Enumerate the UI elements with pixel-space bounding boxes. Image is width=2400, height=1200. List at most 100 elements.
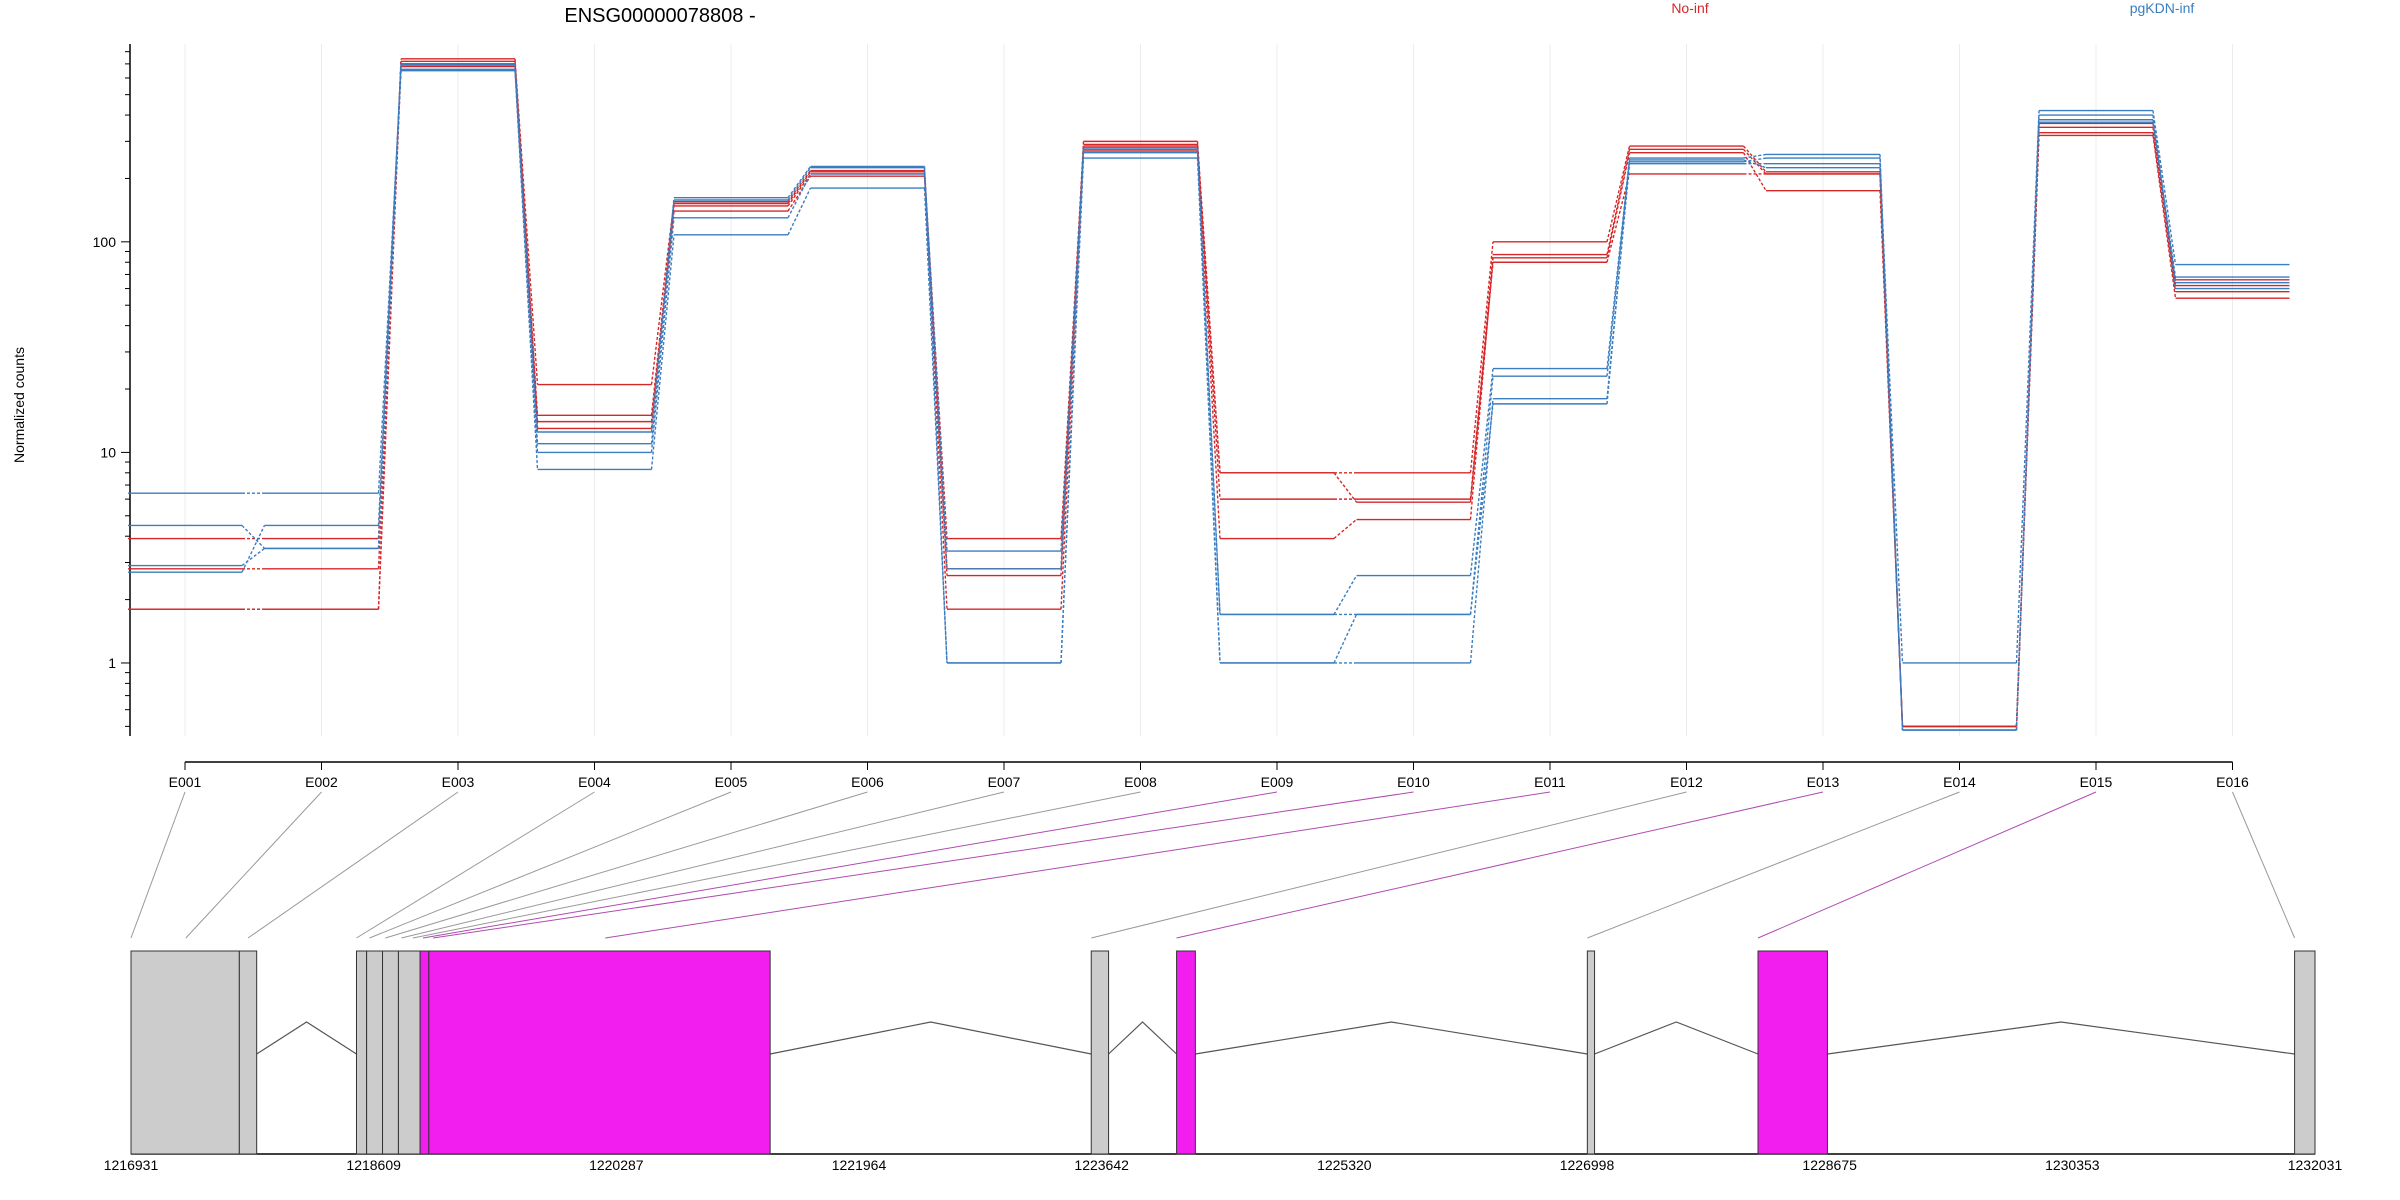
axes-layer: 1 10 100 E001 E002 E003 E004 E005 E006 E007 E008 E0… <box>93 44 2249 790</box>
chart-title: ENSG00000078808 - <box>564 5 755 27</box>
gene-tick-label: 1221964 <box>832 1157 887 1173</box>
series-connector <box>1469 376 1494 615</box>
x-tick-label-E003: E003 <box>442 774 475 790</box>
series-connector <box>787 166 812 199</box>
gene-tick-label: 1228675 <box>1802 1157 1857 1173</box>
series-connector <box>1333 472 1358 503</box>
series-pgKDN-inf-5 <box>128 69 2290 664</box>
series-connector <box>2152 135 2177 299</box>
series-connector <box>1879 163 1904 664</box>
connector-E009 <box>422 791 1278 939</box>
exon-E007 <box>419 950 430 1155</box>
series-connector <box>1743 153 1767 159</box>
intron-line <box>1108 1021 1177 1055</box>
gene-tick-label: 1232031 <box>2288 1157 2343 1173</box>
series-connector <box>1743 157 1767 163</box>
x-tick-label-E004: E004 <box>578 774 611 790</box>
series-connector <box>2015 122 2040 731</box>
series-connector <box>2152 110 2177 265</box>
connector-E015 <box>1757 791 2097 939</box>
series-connector <box>1879 167 1904 731</box>
connector-E008 <box>412 791 1141 939</box>
exon-E003 <box>355 950 368 1155</box>
series-connector <box>787 175 812 212</box>
intron-line <box>1195 1021 1588 1055</box>
series-connector <box>923 167 948 552</box>
intron-line <box>770 1021 1092 1055</box>
series-connector <box>1469 257 1494 520</box>
exon-E012 <box>1757 950 1828 1155</box>
gene-tick-label: 1230353 <box>2045 1157 2100 1173</box>
series-connector <box>1333 575 1358 615</box>
series-connector <box>377 63 402 526</box>
gene-tick-label: 1218609 <box>346 1157 401 1173</box>
series-connector <box>1742 148 1767 175</box>
series-connector <box>787 173 812 219</box>
intron-line <box>256 1021 357 1055</box>
connector-E012 <box>1091 791 1687 939</box>
x-tick-label-E011: E011 <box>1534 774 1566 790</box>
x-tick-label-E015: E015 <box>2080 774 2113 790</box>
series-connector <box>377 65 402 549</box>
series-connector <box>241 524 266 549</box>
connector-E013 <box>1176 791 1824 939</box>
series-connector <box>1606 145 1631 242</box>
series-layer <box>128 58 2290 731</box>
connector-E002 <box>185 791 322 939</box>
x-tick-label-E013: E013 <box>1807 774 1840 790</box>
exon-E013 <box>2294 950 2316 1155</box>
series-connector <box>1606 159 1631 377</box>
gene-model-layer: 1216931 1218609 1220287 1221964 1223642 12253… <box>104 950 2343 1173</box>
intron-line <box>1594 1021 1759 1055</box>
connector-E007 <box>401 791 1005 939</box>
exon-E011 <box>1586 950 1596 1155</box>
legend-entry-no-inf: No-inf <box>1671 0 1708 16</box>
gene-tick-label: 1223642 <box>1074 1157 1129 1173</box>
series-pgKDN-inf-8 <box>128 63 2290 731</box>
connector-E004 <box>356 791 595 939</box>
legend-entry-pgkdn-inf: pgKDN-inf <box>2130 0 2195 16</box>
series-connector <box>2152 122 2177 278</box>
series-connector <box>241 547 265 567</box>
series-connector <box>241 525 266 573</box>
series-connector <box>1742 145 1767 173</box>
connector-E010 <box>433 791 1414 939</box>
series-connector <box>514 63 539 433</box>
connector-E005 <box>369 791 732 939</box>
series-connector <box>1743 159 1767 169</box>
x-tick-label-E009: E009 <box>1261 774 1294 790</box>
series-connector <box>650 217 675 453</box>
x-tick-label-E008: E008 <box>1124 774 1157 790</box>
x-tick-label-E012: E012 <box>1670 774 1703 790</box>
x-tick-label-E007: E007 <box>988 774 1021 790</box>
series-No-inf-4 <box>128 65 2290 728</box>
series-connector <box>1060 147 1085 664</box>
x-tick-label-E014: E014 <box>1943 774 1976 790</box>
series-connector <box>650 234 675 470</box>
series-connector <box>1469 241 1494 473</box>
series-connector <box>787 170 812 203</box>
y-tick-label: 1 <box>108 655 116 671</box>
x-tick-label-E002: E002 <box>305 774 338 790</box>
x-tick-label-E010: E010 <box>1397 774 1430 790</box>
series-connector <box>1606 152 1631 258</box>
gene-tick-label: 1216931 <box>104 1157 159 1173</box>
connector-E016 <box>2232 791 2296 939</box>
series-connector <box>1469 262 1494 503</box>
connector-E014 <box>1587 791 1960 939</box>
series-connector <box>1060 144 1085 539</box>
connector-E001 <box>130 791 186 939</box>
x-tick-label-E016: E016 <box>2216 774 2249 790</box>
series-connector <box>923 166 948 664</box>
series-connector <box>650 197 675 433</box>
series-connector <box>514 58 539 385</box>
x-tick-label-E005: E005 <box>715 774 748 790</box>
exon-E006 <box>397 950 421 1155</box>
gene-tick-label: 1225320 <box>1317 1157 1372 1173</box>
exon-E009 <box>1090 950 1110 1155</box>
exon-E010 <box>1176 950 1196 1155</box>
series-connector <box>787 167 812 201</box>
x-tick-label-E001: E001 <box>169 774 202 790</box>
y-tick-label: 100 <box>93 234 117 250</box>
